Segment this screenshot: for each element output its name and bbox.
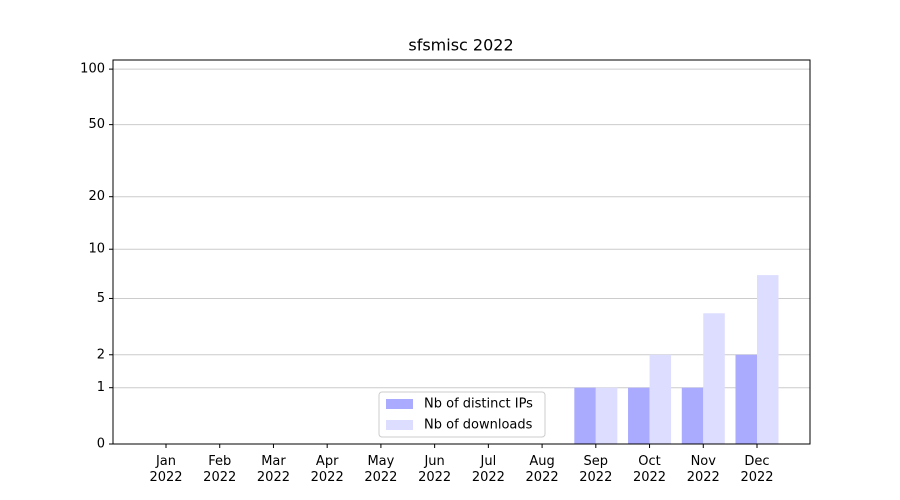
y-tick-label: 100 (80, 62, 105, 77)
x-tick-label: Mar 2022 (257, 454, 290, 485)
plot-frame (112, 59, 811, 445)
x-tick-label: Jan 2022 (149, 454, 182, 485)
legend-label: Nb of distinct IPs (424, 397, 533, 412)
bar (595, 387, 618, 444)
legend-swatch (386, 399, 413, 409)
y-tick-label: 2 (97, 347, 105, 362)
x-tick-label: Jun 2022 (418, 454, 451, 485)
y-tick-label: 5 (97, 291, 105, 306)
legend-swatch (386, 420, 413, 430)
x-tick-label: Sep 2022 (579, 454, 612, 485)
bar (757, 275, 779, 444)
bar (628, 387, 650, 444)
x-tick-label: Nov 2022 (687, 454, 720, 485)
bar (703, 313, 725, 444)
x-tick-label: May 2022 (364, 454, 397, 485)
x-tick-label: Aug 2022 (526, 454, 559, 485)
x-tick-label: Dec 2022 (740, 454, 773, 485)
legend-label: Nb of downloads (424, 418, 533, 433)
bar (681, 387, 704, 444)
y-tick-label: 50 (88, 117, 105, 132)
chart-title: sfsmisc 2022 (408, 36, 513, 55)
x-tick-label: Jul 2022 (472, 454, 505, 485)
bar (649, 354, 672, 444)
bar (735, 354, 757, 444)
y-tick-label: 10 (88, 242, 105, 257)
x-tick-label: Oct 2022 (633, 454, 666, 485)
y-tick-label: 1 (97, 380, 105, 395)
x-tick-label: Feb 2022 (203, 454, 236, 485)
legend-box (378, 391, 546, 438)
bar (574, 387, 596, 444)
x-tick-label: Apr 2022 (311, 454, 344, 485)
y-tick-label: 20 (88, 189, 105, 204)
y-tick-label: 0 (97, 437, 105, 452)
